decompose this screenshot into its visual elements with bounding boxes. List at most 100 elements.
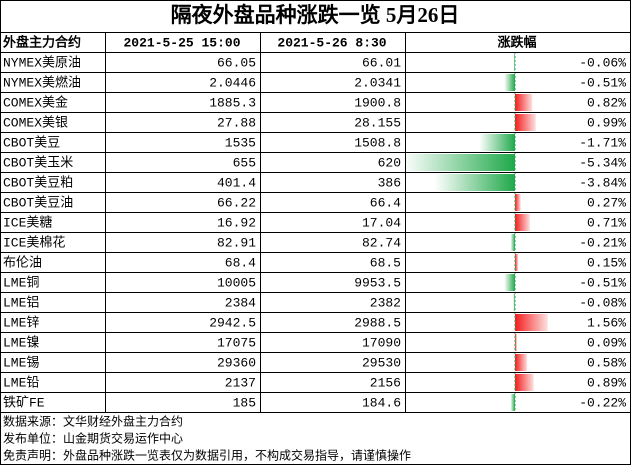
price-after: 9953.5: [354, 275, 401, 290]
price-before: 2.0446: [209, 75, 256, 90]
price-after: 1508.8: [354, 135, 401, 150]
contract-name: LME铜: [3, 275, 39, 290]
price-after: 2988.5: [354, 315, 401, 330]
data-bar: [510, 234, 515, 251]
data-bar: [513, 294, 515, 311]
contract-name: ICE美糖: [3, 214, 52, 230]
contract-name: COMEX美金: [3, 94, 68, 110]
contract-name: CBOT美玉米: [3, 155, 73, 170]
contract-name: CBOT美豆: [3, 135, 60, 150]
contract-name: LME镍: [3, 335, 39, 350]
change-pct: -0.51%: [579, 75, 626, 90]
data-bar: [515, 94, 533, 111]
price-before: 68.4: [225, 255, 256, 270]
data-bar: [403, 154, 515, 171]
contract-name: 铁矿FE: [3, 395, 45, 410]
data-bar: [515, 374, 534, 391]
footer-line: 发布单位：山金期货交易运作中心: [3, 431, 183, 446]
contract-name: LME铝: [3, 295, 39, 310]
change-pct: -3.84%: [579, 175, 626, 190]
data-bar: [504, 74, 515, 91]
price-before: 27.88: [217, 115, 256, 130]
price-before: 185: [233, 395, 256, 410]
contract-name: LME铅: [3, 375, 39, 390]
data-bar: [515, 254, 519, 271]
price-before: 66.05: [217, 55, 256, 70]
change-pct: -1.71%: [579, 135, 626, 150]
contract-name: LME锌: [3, 315, 39, 330]
change-pct: -0.22%: [579, 395, 626, 410]
contract-name: CBOT美豆粕: [3, 175, 73, 190]
price-after: 2156: [370, 375, 401, 390]
price-after: 82.74: [362, 235, 401, 250]
change-pct: -0.21%: [579, 235, 626, 250]
contract-name: COMEX美银: [3, 115, 68, 130]
contract-name: NYMEX美燃油: [3, 74, 81, 90]
title: 隔夜外盘品种涨跌一览 5月26日: [171, 3, 460, 27]
data-bar: [479, 134, 515, 151]
data-bar: [515, 114, 536, 131]
change-pct: 0.82%: [587, 95, 626, 110]
price-after: 66.4: [370, 195, 401, 210]
change-pct: -0.06%: [579, 55, 626, 70]
price-before: 2942.5: [209, 315, 256, 330]
price-after: 620: [378, 155, 401, 170]
change-pct: 0.15%: [587, 255, 626, 270]
column-header: 2021-5-25 15:00: [123, 35, 240, 50]
footer-line: 数据来源：文华财经外盘主力合约: [3, 414, 183, 429]
data-bar: [504, 274, 515, 291]
price-after: 66.01: [362, 55, 401, 70]
contract-name: CBOT美豆油: [3, 195, 73, 210]
data-bar: [515, 314, 548, 331]
column-header: 外盘主力合约: [2, 34, 81, 50]
price-after: 17.04: [362, 215, 401, 230]
change-pct: -0.08%: [579, 295, 626, 310]
price-after: 2.0341: [354, 75, 401, 90]
data-bar: [515, 194, 521, 211]
price-before: 2384: [225, 295, 256, 310]
data-bar: [513, 54, 515, 71]
contract-name: LME锡: [3, 355, 39, 370]
column-header: 2021-5-26 8:30: [277, 35, 386, 50]
price-after: 386: [378, 175, 401, 190]
footer-line: 免责声明：外盘品种涨跌一览表仅为数据引用，不构成交易指导，请谨慎操作: [3, 448, 411, 463]
data-bar: [510, 394, 515, 411]
price-before: 16.92: [217, 215, 256, 230]
column-header: 涨跌幅: [496, 34, 536, 50]
price-before: 82.91: [217, 235, 256, 250]
table: 外盘主力合约 2021-5-25 15:00 2021-5-26 8:30 涨跌幅 NY…: [0, 32, 631, 463]
contract-name: 布伦油: [3, 255, 42, 270]
price-before: 1885.3: [209, 95, 256, 110]
price-before: 29360: [217, 355, 256, 370]
price-before: 655: [233, 155, 256, 170]
change-pct: -0.51%: [579, 275, 626, 290]
price-after: 1900.8: [354, 95, 401, 110]
price-before: 17075: [217, 335, 256, 350]
price-before: 401.4: [217, 175, 256, 190]
price-after: 28.155: [354, 115, 401, 130]
data-bar: [515, 214, 530, 231]
change-pct: 0.71%: [587, 215, 626, 230]
data-bar: [434, 174, 515, 191]
data-bar: [515, 334, 517, 351]
price-before: 1535: [225, 135, 256, 150]
data-bar: [515, 354, 528, 371]
price-after: 2382: [370, 295, 401, 310]
change-pct: 1.56%: [587, 315, 626, 330]
contract-name: ICE美棉花: [3, 234, 65, 250]
contract-name: NYMEX美原油: [3, 55, 81, 70]
change-pct: 0.99%: [587, 115, 626, 130]
price-after: 68.5: [370, 255, 401, 270]
price-before: 10005: [217, 275, 256, 290]
change-pct: 0.27%: [587, 195, 626, 210]
price-after: 17090: [362, 335, 401, 350]
change-pct: 0.09%: [587, 335, 626, 350]
change-pct: 0.58%: [587, 355, 626, 370]
change-pct: 0.89%: [587, 375, 626, 390]
price-after: 184.6: [362, 395, 401, 410]
price-after: 29530: [362, 355, 401, 370]
change-pct: -5.34%: [579, 155, 626, 170]
price-before: 2137: [225, 375, 256, 390]
price-before: 66.22: [217, 195, 256, 210]
